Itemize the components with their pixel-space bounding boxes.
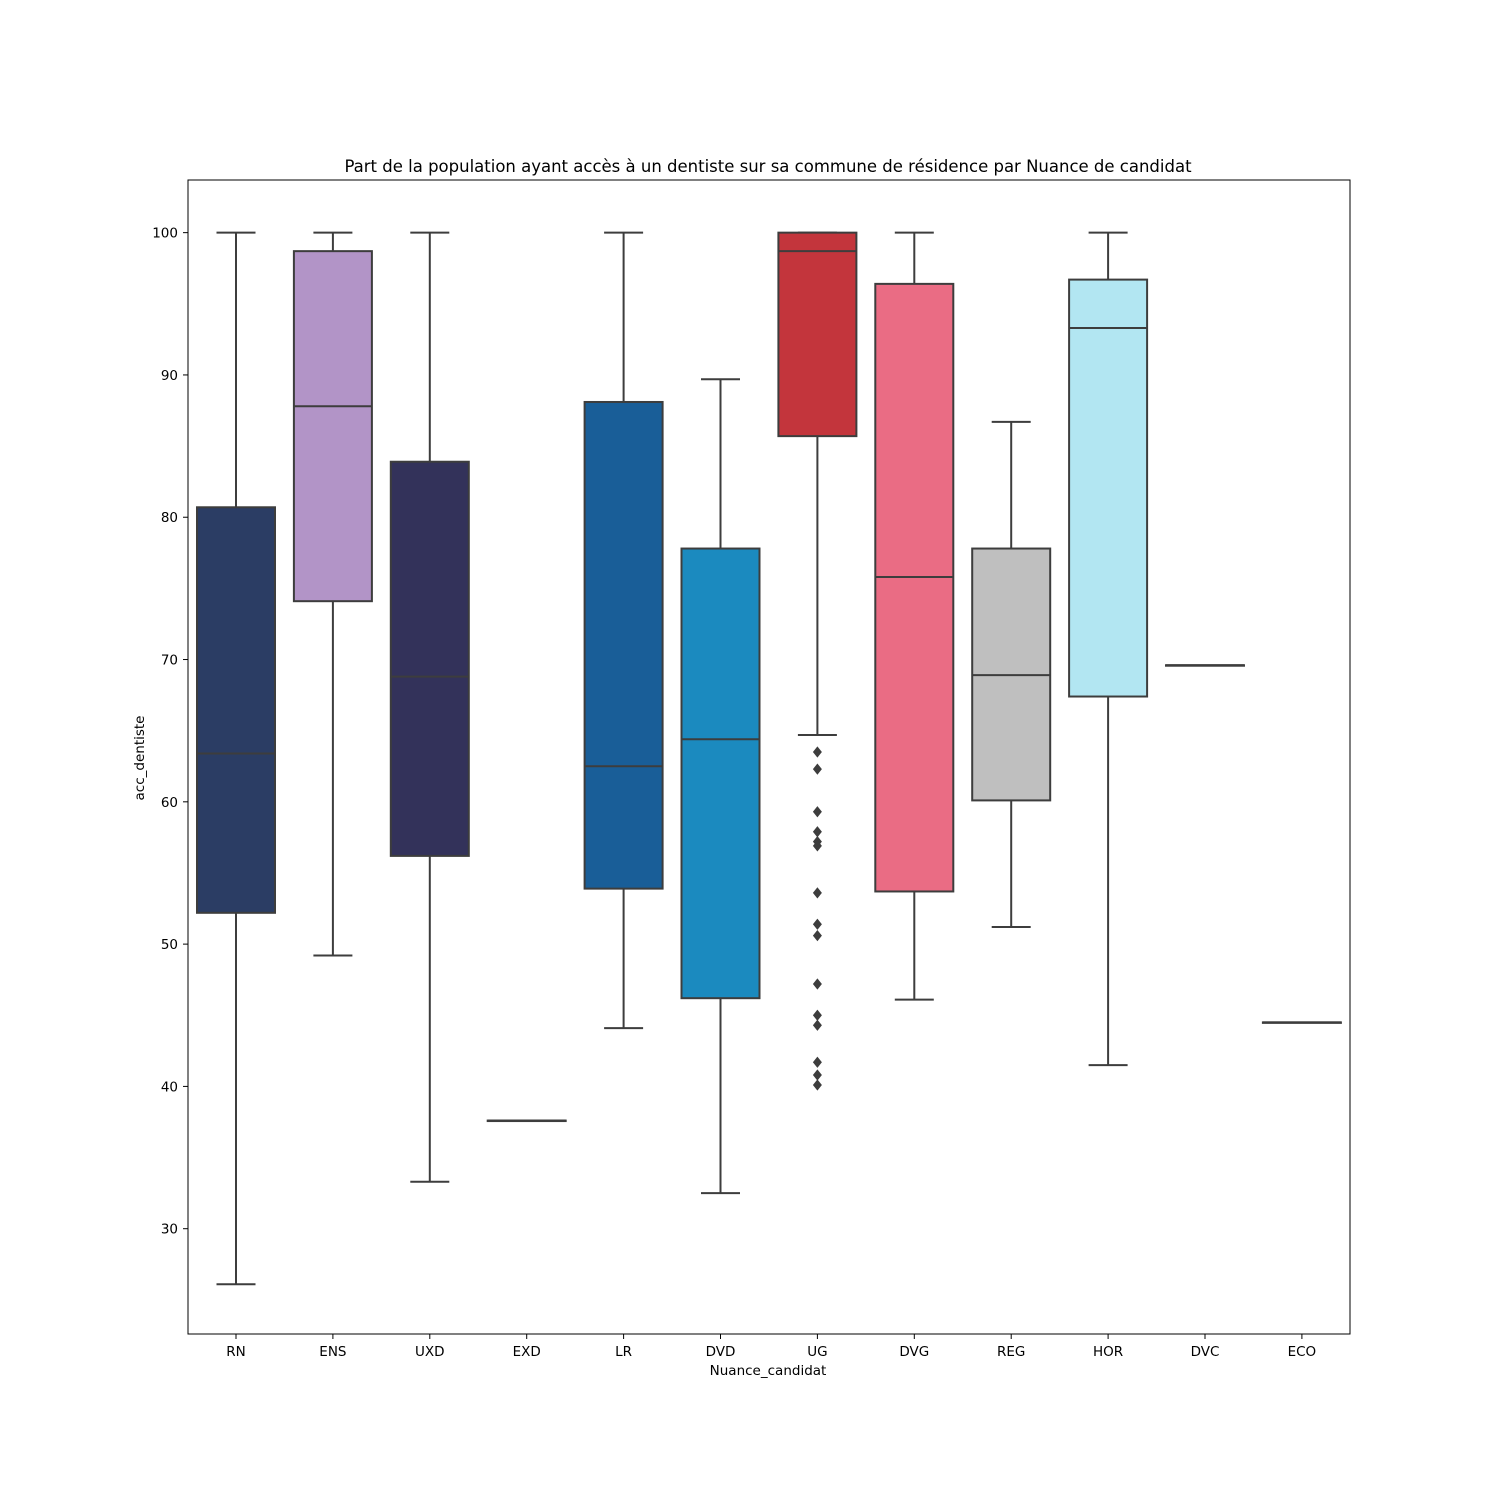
- x-tick-label-ens: ENS: [319, 1344, 346, 1360]
- x-tick-label-rn: RN: [226, 1344, 245, 1360]
- outlier-ug-0: [812, 746, 822, 758]
- y-tick-label-100: 100: [152, 226, 178, 242]
- x-tick-label-hor: HOR: [1093, 1344, 1123, 1360]
- y-tick-label-80: 80: [161, 510, 178, 526]
- x-tick-label-eco: ECO: [1288, 1344, 1317, 1360]
- x-axis-label: Nuance_candidat: [710, 1363, 827, 1379]
- outlier-ug-8: [812, 929, 822, 942]
- y-tick-label-40: 40: [161, 1079, 178, 1095]
- box-rn: [196, 506, 276, 914]
- outlier-ug-5: [812, 840, 822, 852]
- y-tick-label-30: 30: [161, 1222, 178, 1238]
- outlier-ug-6: [812, 887, 822, 899]
- box-lr: [583, 400, 664, 890]
- y-tick-label-70: 70: [161, 653, 178, 669]
- outlier-ug-10: [812, 1009, 822, 1021]
- x-tick-label-exd: EXD: [513, 1344, 541, 1360]
- box-dvd: [680, 547, 761, 1000]
- outlier-ug-3: [812, 826, 822, 838]
- outlier-ug-9: [812, 978, 822, 990]
- outlier-ug-1: [812, 763, 822, 775]
- box-ens: [292, 250, 373, 603]
- outlier-ug-2: [812, 806, 822, 818]
- outlier-ug-12: [812, 1056, 822, 1068]
- outlier-ug-13: [812, 1069, 822, 1081]
- outlier-ug-7: [812, 918, 822, 930]
- x-tick-label-dvg: DVG: [899, 1344, 929, 1360]
- y-axis-label: acc_dentiste: [132, 716, 148, 801]
- x-tick-label-reg: REG: [997, 1344, 1025, 1360]
- axes-frame: [187, 179, 1351, 1335]
- y-tick-label-90: 90: [161, 368, 178, 384]
- outlier-ug-11: [812, 1019, 822, 1031]
- outlier-ug-14: [812, 1079, 822, 1091]
- y-tick-label-50: 50: [161, 937, 178, 953]
- x-tick-label-dvc: DVC: [1191, 1344, 1220, 1360]
- box-ug: [777, 231, 858, 438]
- x-tick-label-uxd: UXD: [415, 1344, 445, 1360]
- x-tick-label-lr: LR: [615, 1344, 632, 1360]
- box-dvg: [874, 282, 955, 893]
- chart-title: Part de la population ayant accès à un d…: [344, 157, 1192, 176]
- x-tick-label-dvd: DVD: [706, 1344, 736, 1360]
- x-tick-label-ug: UG: [807, 1344, 827, 1360]
- plot-area: 30 40 50 60 70 80 90 100 RN ENS UXD EXD LR DVD UG DVG RE…: [152, 179, 1351, 1360]
- box-uxd: [389, 460, 470, 857]
- y-tick-label-60: 60: [161, 795, 178, 811]
- box-hor: [1068, 278, 1149, 698]
